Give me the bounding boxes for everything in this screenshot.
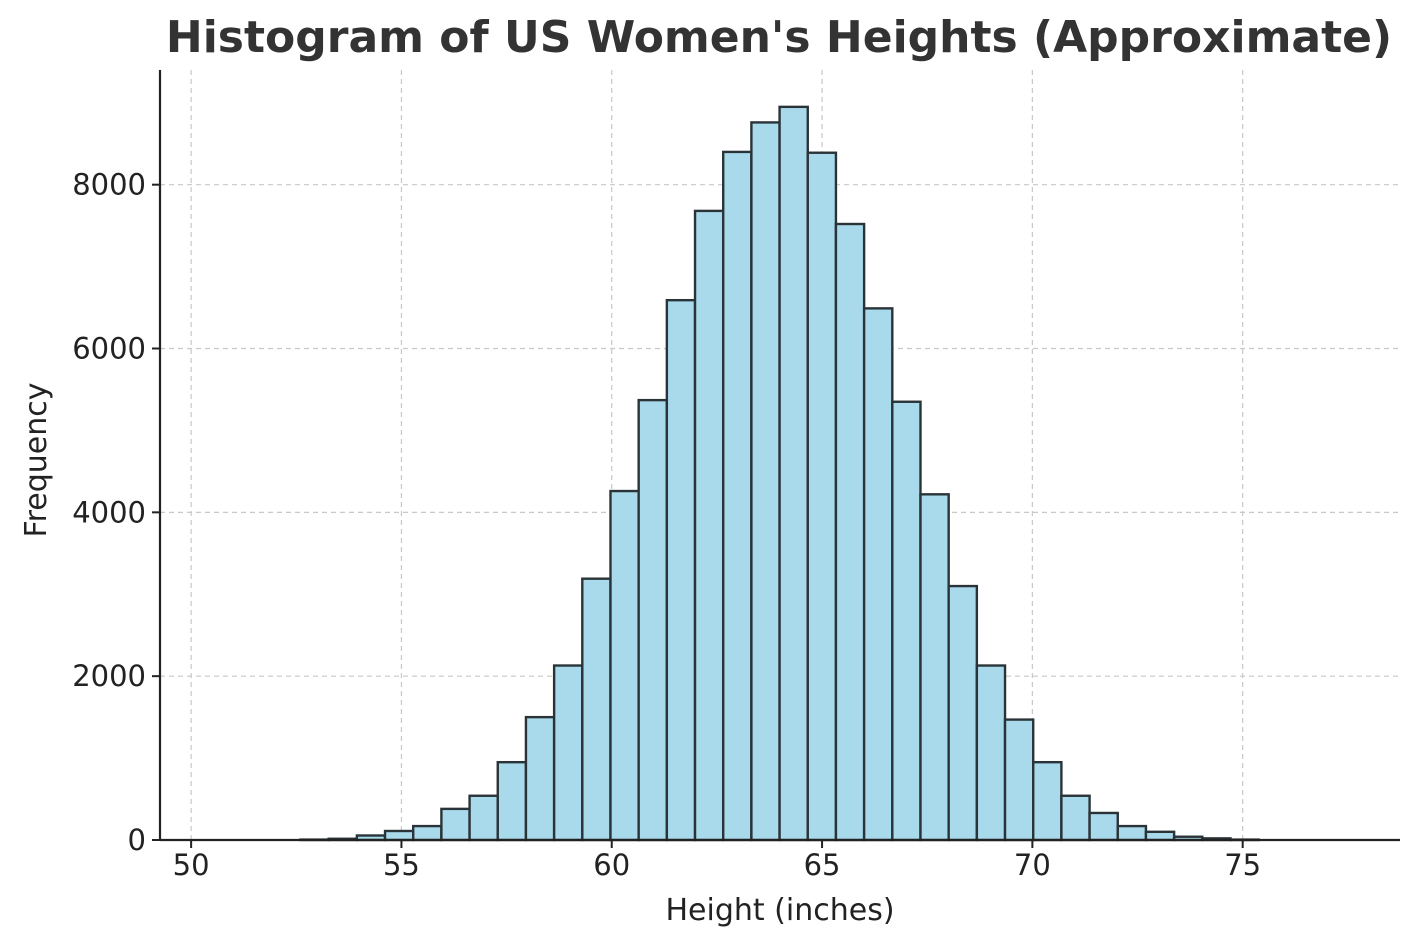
y-tick-label: 2000: [72, 659, 146, 693]
histogram-bar: [947, 584, 979, 842]
y-tick-label: 4000: [72, 495, 146, 529]
x-axis-ticks: 50 55 60 65 70 75: [173, 840, 1261, 882]
x-tick-label: 50: [173, 848, 210, 882]
histogram-bar: [1144, 830, 1176, 842]
histogram-bar: [693, 209, 725, 842]
histogram-bar: [637, 398, 669, 842]
histogram-bar: [552, 664, 584, 842]
x-tick-label: 60: [593, 848, 630, 882]
histogram-bar: [496, 760, 528, 842]
x-tick-label: 55: [383, 848, 420, 882]
histogram-bar: [412, 824, 443, 842]
x-tick-label: 75: [1224, 848, 1261, 882]
histogram-bar: [524, 715, 556, 842]
histogram-bar: [468, 794, 499, 842]
histogram-bar: [919, 493, 950, 842]
histogram-bar: [750, 121, 781, 842]
histogram-bar: [1116, 824, 1148, 842]
y-tick-label: 0: [128, 823, 146, 857]
x-axis-label: Height (inches): [665, 893, 894, 928]
histogram-bar: [722, 150, 753, 842]
histogram-bar: [778, 105, 809, 842]
histogram-bar: [383, 829, 415, 842]
histogram-bar: [1003, 718, 1035, 842]
x-tick-label: 65: [804, 848, 841, 882]
chart-title: Histogram of US Women's Heights (Approxi…: [165, 12, 1393, 63]
histogram-bars: [299, 105, 1260, 842]
histogram-bar: [665, 298, 697, 842]
histogram-bar: [834, 222, 866, 842]
histogram-bar: [1088, 811, 1119, 842]
y-axis-ticks: 0 2000 4000 6000 8000: [72, 168, 160, 857]
histogram-bar: [609, 489, 640, 842]
histogram-bar: [862, 307, 894, 842]
y-tick-label: 8000: [72, 168, 146, 202]
histogram-bar: [975, 664, 1007, 842]
y-axis-label: Frequency: [19, 383, 54, 538]
axes: [158, 70, 1400, 842]
histogram-bar: [891, 400, 922, 842]
x-tick-label: 70: [1014, 848, 1051, 882]
histogram-bar: [806, 151, 838, 842]
histogram-bar: [440, 807, 471, 842]
histogram-bar: [1032, 760, 1063, 842]
histogram-bar: [581, 577, 612, 842]
y-tick-label: 6000: [72, 332, 146, 366]
histogram-bar: [1060, 794, 1091, 842]
